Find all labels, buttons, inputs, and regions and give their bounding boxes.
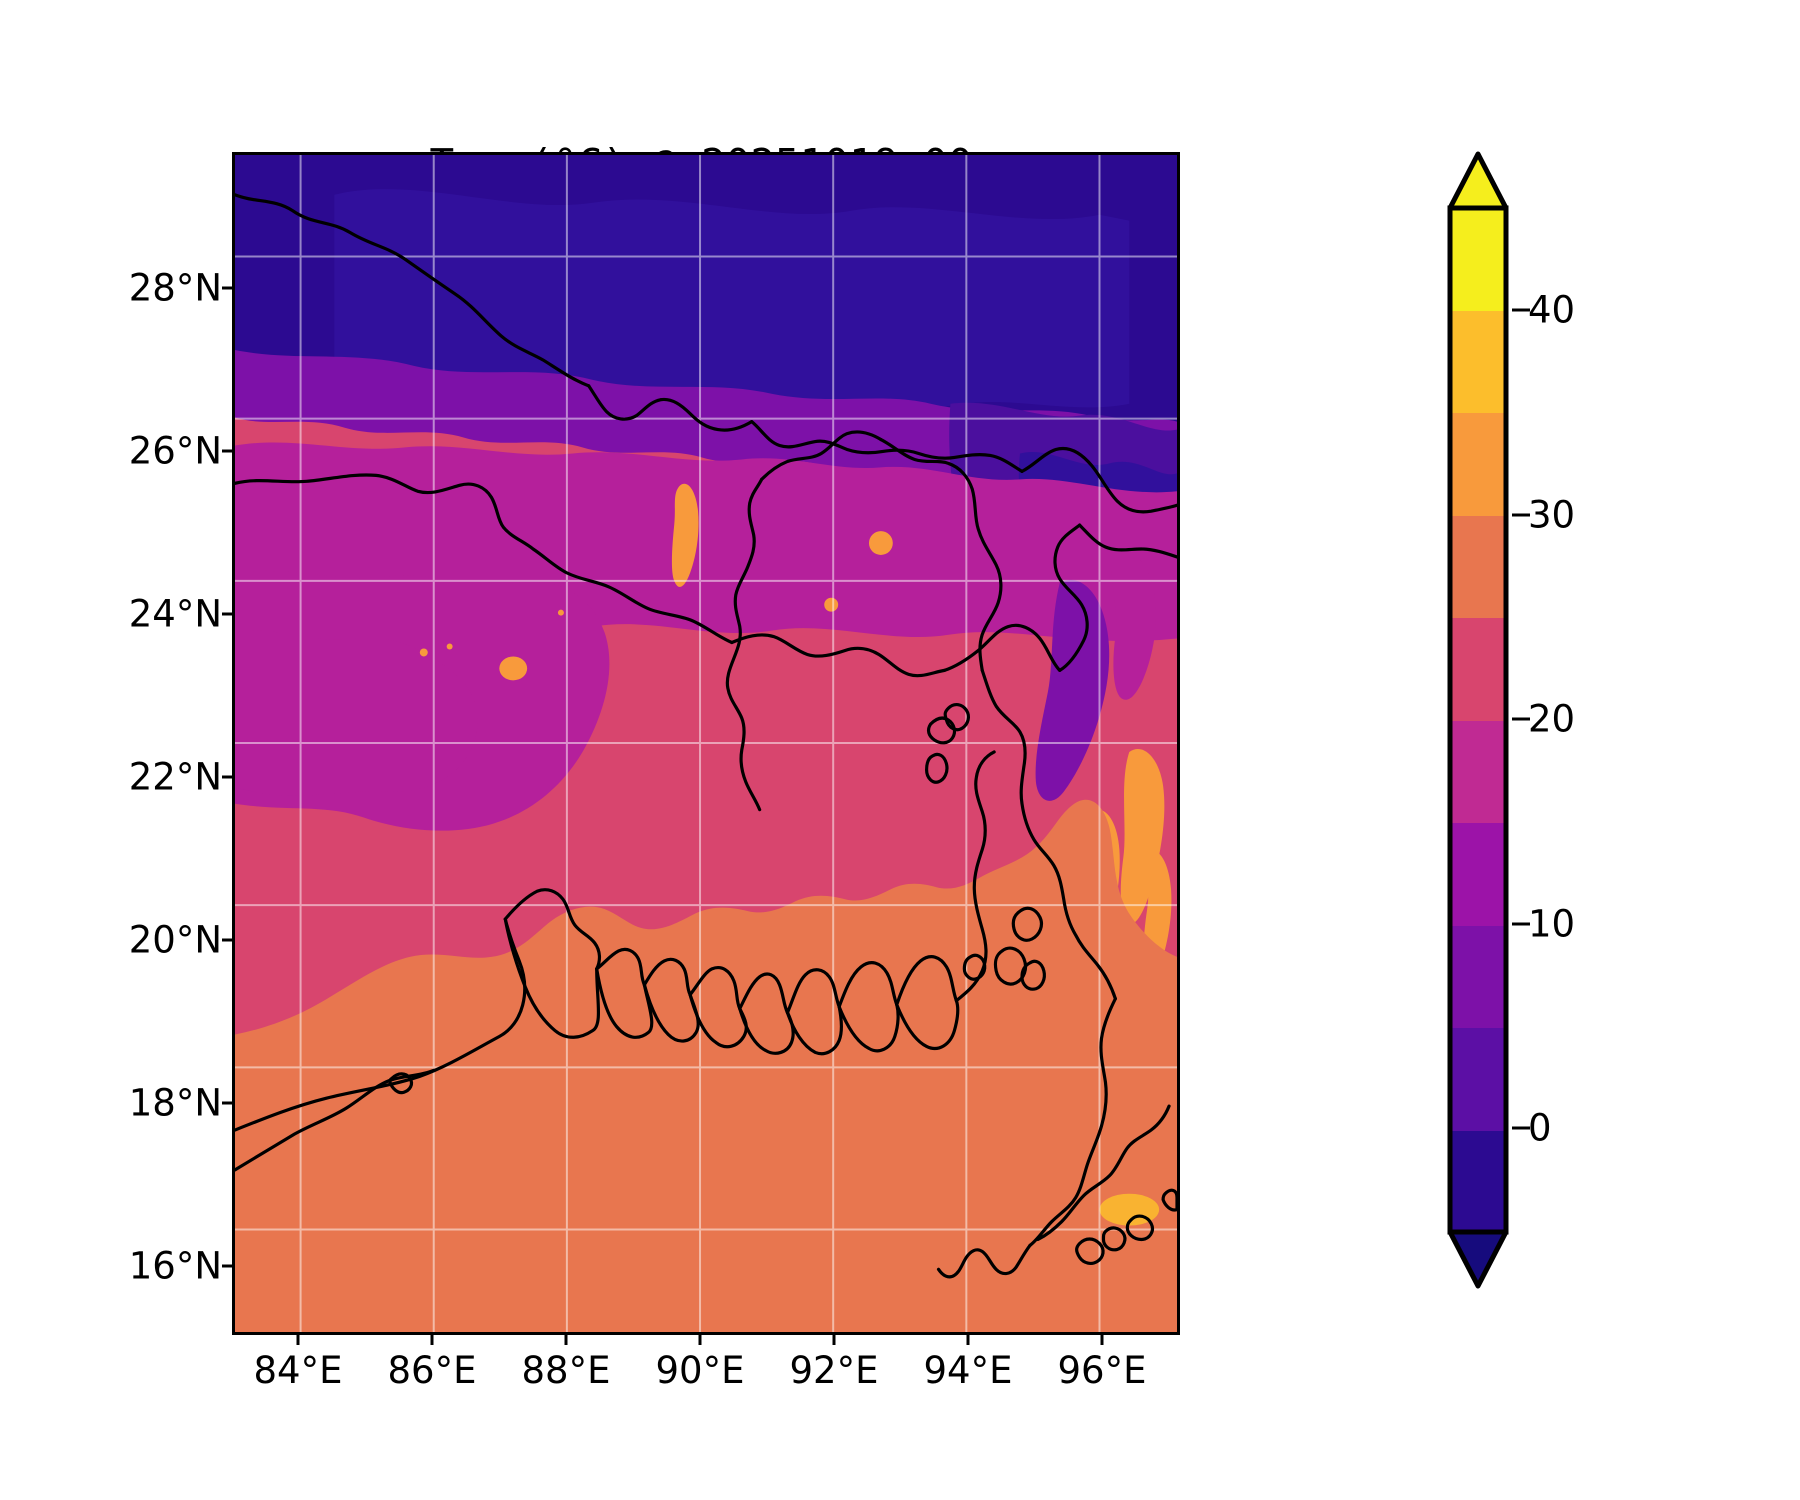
y-axis-label-16N: 16°N <box>128 1244 222 1288</box>
y-tick-mark <box>222 1101 232 1105</box>
map-axes[interactable] <box>232 152 1180 1335</box>
y-axis-label-22N: 22°N <box>128 755 222 799</box>
y-axis-label-26N: 26°N <box>128 429 222 473</box>
colorbar-extend-bottom <box>1447 1229 1509 1289</box>
colorbar-gradient <box>1447 151 1509 1289</box>
colorbar-label-40: 40 <box>1528 288 1576 332</box>
y-tick-mark <box>222 1264 232 1268</box>
coastline-layer <box>235 193 1177 1279</box>
colorbar-extend-top <box>1447 151 1509 211</box>
x-tick-mark <box>698 1335 702 1345</box>
y-axis-label-24N: 24°N <box>128 592 222 636</box>
x-tick-mark <box>1100 1335 1104 1345</box>
colorbar-tick-0 <box>1512 1126 1530 1130</box>
x-axis-label-88E: 88°E <box>521 1349 611 1392</box>
colorbar[interactable] <box>1446 150 1510 1290</box>
temperature-contour-map <box>235 155 1177 1332</box>
x-tick-mark <box>564 1335 568 1345</box>
y-tick-mark <box>222 286 232 290</box>
x-tick-mark <box>430 1335 434 1345</box>
x-axis-label-90E: 90°E <box>655 1349 745 1392</box>
colorbar-bands <box>1450 208 1506 1232</box>
x-tick-mark <box>966 1335 970 1345</box>
colorbar-label-10: 10 <box>1528 902 1576 946</box>
x-axis-label-94E: 94°E <box>923 1349 1013 1392</box>
y-axis-label-18N: 18°N <box>128 1081 222 1125</box>
y-tick-mark <box>222 449 232 453</box>
colorbar-label-30: 30 <box>1528 493 1576 537</box>
colorbar-tick-20 <box>1512 717 1530 721</box>
contour-fill-layer <box>235 155 1177 1332</box>
colorbar-tick-10 <box>1512 922 1530 926</box>
y-axis-label-28N: 28°N <box>128 266 222 310</box>
y-tick-mark <box>222 775 232 779</box>
x-axis-label-92E: 92°E <box>789 1349 879 1392</box>
x-axis-label-86E: 86°E <box>387 1349 477 1392</box>
colorbar-label-0: 0 <box>1528 1106 1552 1150</box>
y-tick-mark <box>222 938 232 942</box>
colorbar-label-20: 20 <box>1528 697 1576 741</box>
y-axis-label-20N: 20°N <box>128 918 222 962</box>
x-axis-label-96E: 96°E <box>1057 1349 1147 1392</box>
x-tick-mark <box>296 1335 300 1345</box>
x-axis-label-84E: 84°E <box>253 1349 343 1392</box>
colorbar-tick-40 <box>1512 308 1530 312</box>
colorbar-tick-30 <box>1512 513 1530 517</box>
y-tick-mark <box>222 612 232 616</box>
x-tick-mark <box>832 1335 836 1345</box>
